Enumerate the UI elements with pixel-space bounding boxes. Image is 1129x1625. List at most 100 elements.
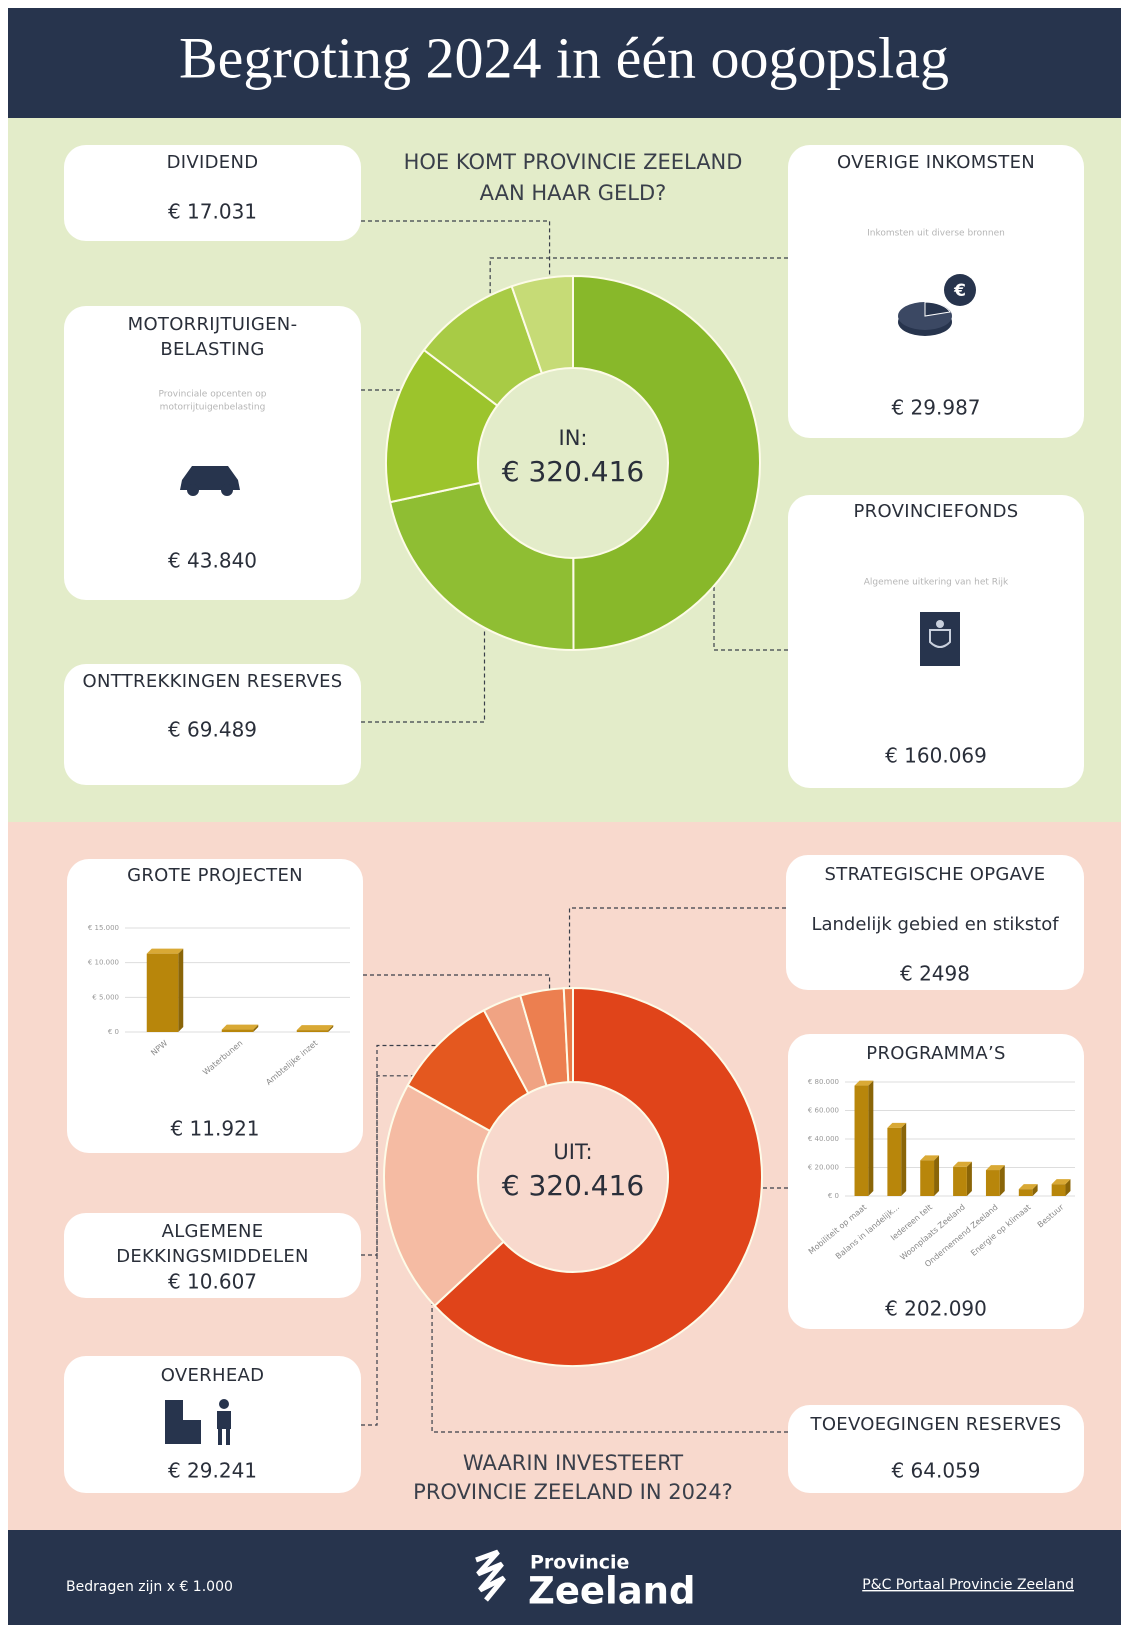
bar <box>1018 1189 1033 1196</box>
card <box>64 1213 361 1298</box>
card-title: ONTTREKKINGEN RESERVES <box>83 671 343 692</box>
title: Begroting 2024 in één oogopslag <box>179 25 949 90</box>
section-heading: HOE KOMT PROVINCIE ZEELAND <box>404 150 743 174</box>
card <box>67 859 363 1153</box>
card-amount: € 11.921 <box>170 1117 259 1141</box>
card-amount: € 202.090 <box>885 1297 987 1321</box>
bar-side <box>868 1080 874 1196</box>
y-tick-label: € 60.000 <box>808 1107 839 1115</box>
y-tick-label: € 0 <box>108 1028 119 1036</box>
bar <box>985 1170 1000 1196</box>
card-title: OVERHEAD <box>161 1365 265 1386</box>
card <box>786 855 1084 990</box>
y-tick-label: € 20.000 <box>808 1164 839 1172</box>
bar <box>887 1127 902 1196</box>
svg-text:€: € <box>953 281 966 301</box>
card-description: motorrijtuigenbelasting <box>160 403 266 413</box>
bar-top <box>1051 1179 1071 1185</box>
card <box>64 1356 361 1493</box>
donut-segment <box>433 986 763 1367</box>
y-tick-label: € 5.000 <box>92 993 119 1001</box>
card <box>64 664 361 785</box>
card-title: MOTORRIJTUIGEN- <box>128 314 298 335</box>
bar-top <box>887 1122 907 1128</box>
donut-segment <box>510 274 574 375</box>
overhead-icon <box>165 1399 231 1445</box>
card-title: DIVIDEND <box>167 152 259 173</box>
center-label: UIT: <box>553 1140 592 1164</box>
y-tick-label: € 10.000 <box>88 959 119 967</box>
bar-side <box>934 1155 940 1196</box>
bar-side <box>999 1165 1005 1196</box>
donut-segment <box>388 481 575 651</box>
bar-top <box>953 1161 972 1167</box>
bar <box>296 1030 329 1032</box>
coat-of-arms-icon <box>920 612 960 666</box>
bar <box>221 1029 254 1032</box>
bar-side <box>1032 1184 1038 1196</box>
section-heading: PROVINCIE ZEELAND IN 2024? <box>413 1480 733 1504</box>
card-amount: € 43.840 <box>168 549 257 573</box>
texts: HOE KOMT PROVINCIE ZEELAND AAN HAAR GELD?… <box>83 150 1075 1504</box>
footer <box>8 1530 1121 1625</box>
logo-text: Zeeland <box>528 1570 696 1613</box>
card <box>788 1405 1084 1493</box>
donut-segment <box>572 274 761 652</box>
card <box>788 145 1084 438</box>
portal-link[interactable]: P&C Portaal Provincie Zeeland <box>862 1577 1074 1593</box>
donuts <box>383 274 763 1367</box>
card-description: Provinciale opcenten op <box>159 390 267 400</box>
cards <box>64 145 1084 1493</box>
card-title: TOEVOEGINGEN RESERVES <box>810 1414 1062 1435</box>
card-description: Algemene uitkering van het Rijk <box>864 578 1009 588</box>
card-title: DEKKINGSMIDDELEN <box>116 1246 309 1267</box>
bar-top <box>146 948 184 954</box>
bar-side <box>253 1024 259 1032</box>
y-tick-label: € 15.000 <box>88 924 119 932</box>
card-title: PROGRAMMA’S <box>866 1043 1005 1064</box>
bar-side <box>178 948 184 1032</box>
bar <box>146 953 179 1032</box>
bar <box>953 1166 967 1196</box>
card-title: STRATEGISCHE OPGAVE <box>825 864 1046 885</box>
bar-top <box>854 1080 874 1086</box>
card-title: OVERIGE INKOMSTEN <box>837 152 1035 173</box>
bar-top <box>296 1025 334 1031</box>
card-amount: € 29.987 <box>891 396 980 420</box>
card-amount: € 160.069 <box>885 744 987 768</box>
center-total: € 320.416 <box>502 455 645 488</box>
bar <box>854 1085 869 1196</box>
card-amount: € 17.031 <box>168 200 257 224</box>
card-subtitle: Landelijk gebied en stikstof <box>811 914 1059 935</box>
bar-side <box>966 1161 972 1196</box>
bar-top <box>920 1155 940 1161</box>
center-label: IN: <box>559 426 588 450</box>
bar-side <box>901 1122 907 1196</box>
bar <box>920 1160 935 1196</box>
card-amount: € 2498 <box>900 962 970 986</box>
logo <box>475 1549 506 1602</box>
card-amount: € 69.489 <box>168 718 257 742</box>
footer-note: Bedragen zijn x € 1.000 <box>66 1579 233 1595</box>
bar-side <box>328 1025 334 1032</box>
donut-segment <box>562 986 574 1084</box>
y-tick-label: € 0 <box>828 1192 839 1200</box>
section-heading: WAARIN INVESTEERT <box>463 1451 683 1475</box>
card-title: ALGEMENE <box>162 1221 264 1242</box>
header <box>8 8 1121 118</box>
card-description: Inkomsten uit diverse bronnen <box>867 229 1005 239</box>
bar-top <box>221 1024 259 1030</box>
car-icon <box>180 466 240 496</box>
y-tick-label: € 80.000 <box>808 1078 839 1086</box>
card-title: PROVINCIEFONDS <box>853 501 1018 522</box>
card-title: GROTE PROJECTEN <box>127 865 303 886</box>
card-amount: € 10.607 <box>168 1270 257 1294</box>
y-tick-label: € 40.000 <box>808 1135 839 1143</box>
logo-text: Provincie <box>530 1552 629 1574</box>
donut-segment <box>383 1083 505 1308</box>
bar-side <box>1065 1179 1071 1196</box>
bar-top <box>1018 1184 1038 1190</box>
card <box>64 306 361 600</box>
card-amount: € 64.059 <box>891 1459 980 1483</box>
